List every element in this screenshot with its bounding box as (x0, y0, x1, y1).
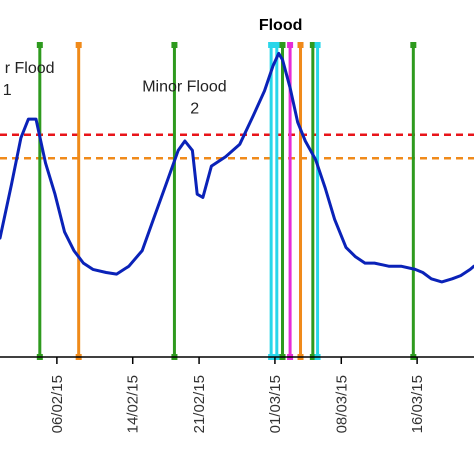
event-marker-top-2 (75, 42, 82, 48)
annotation-minor-flood-1-line-1: r Flood (5, 60, 55, 77)
event-marker-top-9 (309, 42, 316, 48)
annotation-minor-flood-2-line-1: Minor Flood (142, 79, 226, 96)
annotation-minor-flood-2-line-2: 2 (190, 101, 199, 118)
x-tick-label-5: 08/03/15 (333, 375, 350, 433)
x-tick-label-2: 14/02/15 (125, 375, 142, 433)
event-marker-top-4 (268, 42, 275, 48)
annotation-flood-line-1: Flood (259, 17, 303, 34)
event-marker-top-5 (273, 42, 280, 48)
event-marker-top-6 (279, 42, 286, 48)
event-marker-top-3 (171, 42, 178, 48)
series-line-1 (0, 51, 474, 284)
x-tick-label-6: 16/03/15 (409, 375, 426, 433)
event-lines (36, 42, 417, 360)
x-tick-label-4: 01/03/15 (267, 375, 284, 433)
event-marker-top-1 (36, 42, 43, 48)
x-tick-label-3: 21/02/15 (191, 375, 208, 433)
annotations: r Flood 1 Minor Flood 2 Flood (3, 17, 303, 118)
series-layer (0, 51, 474, 284)
event-marker-top-11 (410, 42, 417, 48)
event-marker-top-8 (297, 42, 304, 48)
event-marker-top-7 (287, 42, 294, 48)
x-axis-ticks: 06/02/15 14/02/15 21/02/15 01/03/15 08/03/15… (49, 357, 426, 433)
x-tick-label-1: 06/02/15 (49, 375, 66, 433)
annotation-minor-flood-1-line-2: 1 (3, 82, 12, 99)
event-marker-top-10 (314, 42, 321, 48)
